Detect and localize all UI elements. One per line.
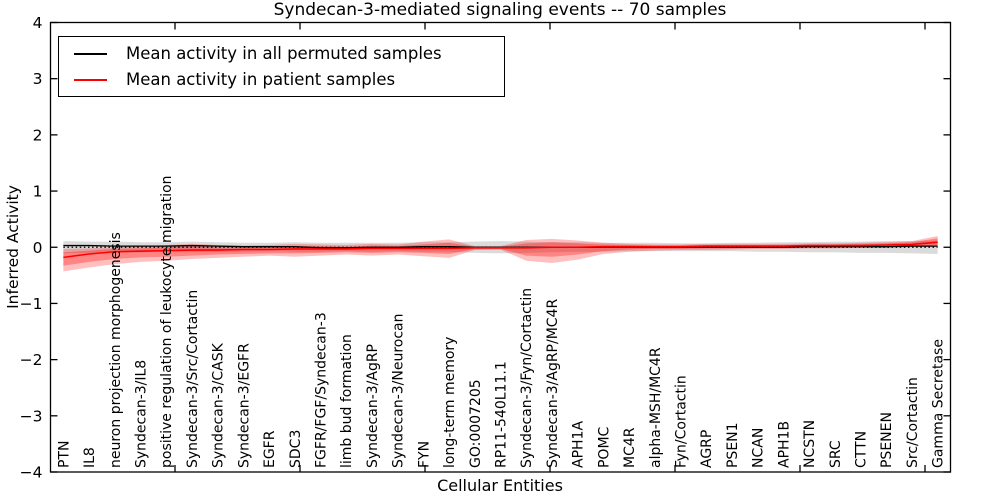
- x-category-label: Syndecan-3/Src/Cortactin: [185, 290, 201, 468]
- band-patient-range-inner: [63, 238, 938, 266]
- y-tick-label: 1: [33, 183, 43, 201]
- x-category-label: Fyn/Cortactin: [674, 375, 690, 468]
- x-category-label: GO:0007205: [468, 379, 484, 468]
- band-patient-range-outer: [63, 236, 938, 272]
- series-line-patient: [63, 241, 938, 259]
- x-axis-label: Cellular Entities: [437, 476, 563, 495]
- x-category-label: Syndecan-3/Neurocan: [391, 314, 407, 468]
- x-category-label: POMC: [596, 426, 612, 468]
- x-category-label: Syndecan-3/Fyn/Cortactin: [519, 288, 535, 468]
- x-category-label: MC4R: [622, 427, 638, 468]
- y-tick-label: 3: [33, 70, 43, 88]
- x-category-label: limb bud formation: [339, 334, 355, 468]
- x-category-label: PSEN1: [725, 422, 741, 468]
- legend: Mean activity in all permuted samples Me…: [58, 36, 505, 97]
- x-category-label: FGFR/FGF/Syndecan-3: [314, 312, 330, 468]
- x-category-label: Syndecan-3/AgRP: [365, 344, 381, 468]
- x-category-label: PTN: [56, 441, 72, 468]
- x-category-label: RP11-540L11.1: [494, 361, 510, 468]
- x-category-label: SDC3: [288, 430, 304, 468]
- y-tick-label: 4: [33, 14, 43, 32]
- x-category-label: FYN: [416, 441, 432, 468]
- y-tick-label: −4: [20, 464, 43, 482]
- x-category-label: Syndecan-3/AgRP/MC4R: [545, 299, 561, 468]
- x-category-label: Syndecan-3/IL8: [134, 360, 150, 468]
- legend-label-permuted: Mean activity in all permuted samples: [126, 44, 442, 63]
- y-tick-label: −2: [20, 351, 43, 369]
- x-category-label: CTTN: [854, 431, 870, 468]
- x-category-label: PSENEN: [879, 412, 895, 468]
- x-category-label: Syndecan-3/CASK: [211, 342, 227, 468]
- legend-line-sample-black: [74, 52, 107, 55]
- x-category-label: Syndecan-3/EGFR: [236, 343, 252, 468]
- x-category-label: EGFR: [262, 430, 278, 468]
- x-category-label: NCAN: [751, 428, 767, 468]
- legend-item-patient: Mean activity in patient samples: [59, 67, 504, 93]
- x-category-label: alpha-MSH/MC4R: [648, 347, 664, 468]
- x-category-label: APH1A: [571, 421, 587, 468]
- x-category-label: NCSTN: [802, 420, 818, 468]
- x-category-label: Gamma Secretase: [931, 339, 947, 468]
- x-category-label: Src/Cortactin: [905, 377, 921, 468]
- legend-line-sample-red: [74, 78, 107, 81]
- x-category-label: IL8: [82, 447, 98, 468]
- x-category-label: long-term memory: [442, 337, 458, 468]
- y-tick-label: −1: [20, 295, 43, 313]
- legend-item-permuted: Mean activity in all permuted samples: [59, 41, 504, 67]
- x-category-label: positive regulation of leukocyte migrati…: [159, 175, 175, 468]
- legend-label-patient: Mean activity in patient samples: [126, 70, 396, 89]
- y-tick-label: −3: [20, 407, 43, 425]
- x-category-label: SRC: [828, 440, 844, 468]
- x-category-label: neuron projection morphogenesis: [108, 232, 124, 468]
- x-category-label: AGRP: [699, 430, 715, 468]
- y-tick-label: 2: [33, 126, 43, 144]
- x-category-label: APH1B: [776, 421, 792, 468]
- chart-title: Syndecan-3-mediated signaling events -- …: [273, 0, 727, 20]
- y-tick-label: 0: [33, 239, 43, 257]
